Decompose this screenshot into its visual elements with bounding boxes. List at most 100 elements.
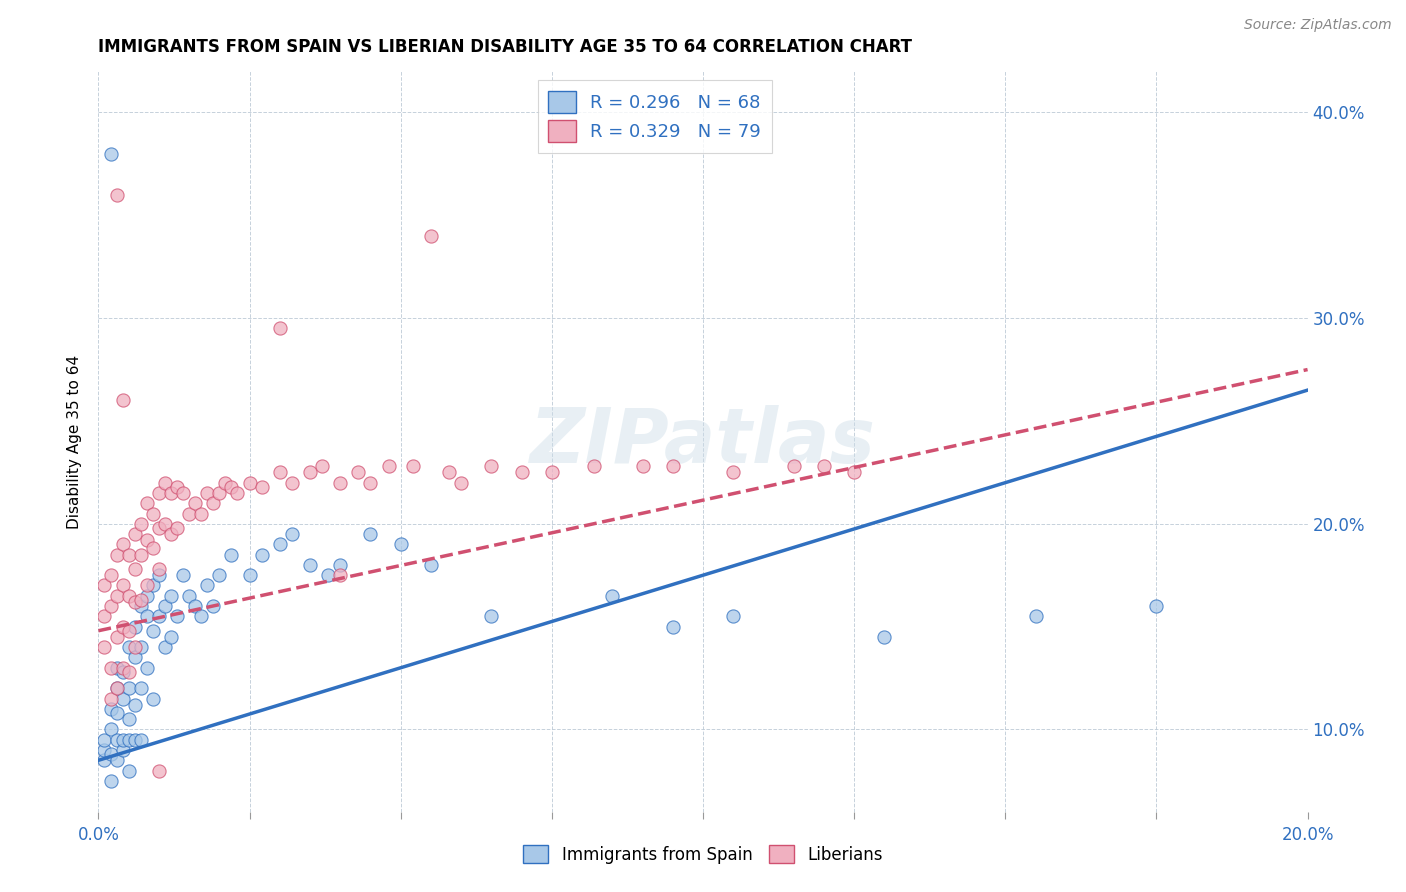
Point [153, 475, 176, 490]
Point [450, 475, 472, 490]
Point [111, 537, 134, 551]
Text: ZIPatlas: ZIPatlas [530, 405, 876, 478]
Point [437, 466, 460, 480]
Point [195, 578, 218, 592]
Point [100, 747, 122, 761]
Point [166, 521, 188, 535]
Point [299, 466, 322, 480]
Point [179, 589, 201, 603]
Point [160, 589, 183, 603]
Point [93, 609, 115, 624]
Point [129, 732, 152, 747]
Point [142, 507, 165, 521]
Point [311, 459, 333, 474]
Point [250, 480, 273, 494]
Point [148, 609, 170, 624]
Point [166, 480, 188, 494]
Point [160, 630, 183, 644]
Point [281, 475, 304, 490]
Point [124, 698, 146, 712]
Point [93, 743, 115, 757]
Point [190, 609, 212, 624]
Point [153, 640, 176, 655]
Point [135, 661, 157, 675]
Point [142, 624, 165, 638]
Point [124, 619, 146, 633]
Point [129, 516, 152, 531]
Legend: Immigrants from Spain, Liberians: Immigrants from Spain, Liberians [516, 838, 890, 871]
Point [111, 665, 134, 679]
Text: Source: ZipAtlas.com: Source: ZipAtlas.com [1244, 18, 1392, 32]
Point [118, 712, 141, 726]
Point [118, 624, 141, 638]
Point [135, 589, 157, 603]
Point [105, 630, 128, 644]
Point [105, 681, 128, 696]
Point [118, 589, 141, 603]
Point [100, 773, 122, 788]
Point [316, 568, 339, 582]
Point [208, 486, 231, 500]
Point [100, 599, 122, 613]
Point [135, 609, 157, 624]
Point [93, 732, 115, 747]
Point [135, 533, 157, 548]
Point [631, 459, 654, 474]
Point [118, 681, 141, 696]
Point [105, 548, 128, 562]
Point [118, 665, 141, 679]
Point [142, 541, 165, 556]
Point [226, 486, 249, 500]
Point [202, 496, 225, 510]
Point [583, 459, 606, 474]
Point [148, 764, 170, 778]
Point [100, 568, 122, 582]
Point [142, 691, 165, 706]
Point [124, 527, 146, 541]
Point [190, 507, 212, 521]
Point [269, 321, 291, 335]
Point [129, 593, 152, 607]
Point [153, 516, 176, 531]
Point [100, 702, 122, 716]
Point [239, 475, 262, 490]
Point [723, 466, 745, 480]
Point [111, 393, 134, 408]
Point [221, 480, 243, 494]
Point [160, 527, 183, 541]
Point [105, 589, 128, 603]
Point [281, 527, 304, 541]
Point [124, 732, 146, 747]
Point [208, 568, 231, 582]
Point [661, 619, 683, 633]
Point [105, 706, 128, 720]
Point [269, 466, 291, 480]
Point [329, 568, 352, 582]
Point [783, 459, 806, 474]
Point [124, 562, 146, 576]
Point [195, 486, 218, 500]
Point [360, 527, 382, 541]
Point [100, 691, 122, 706]
Point [214, 475, 236, 490]
Point [250, 548, 273, 562]
Point [111, 743, 134, 757]
Point [124, 650, 146, 665]
Point [221, 548, 243, 562]
Point [347, 466, 370, 480]
Point [389, 537, 412, 551]
Point [160, 486, 183, 500]
Point [239, 568, 262, 582]
Point [723, 609, 745, 624]
Point [148, 568, 170, 582]
Point [873, 630, 896, 644]
Point [148, 562, 170, 576]
Point [93, 753, 115, 767]
Point [124, 595, 146, 609]
Point [100, 661, 122, 675]
Point [118, 548, 141, 562]
Point [148, 521, 170, 535]
Point [105, 732, 128, 747]
Point [510, 466, 533, 480]
Point [111, 661, 134, 675]
